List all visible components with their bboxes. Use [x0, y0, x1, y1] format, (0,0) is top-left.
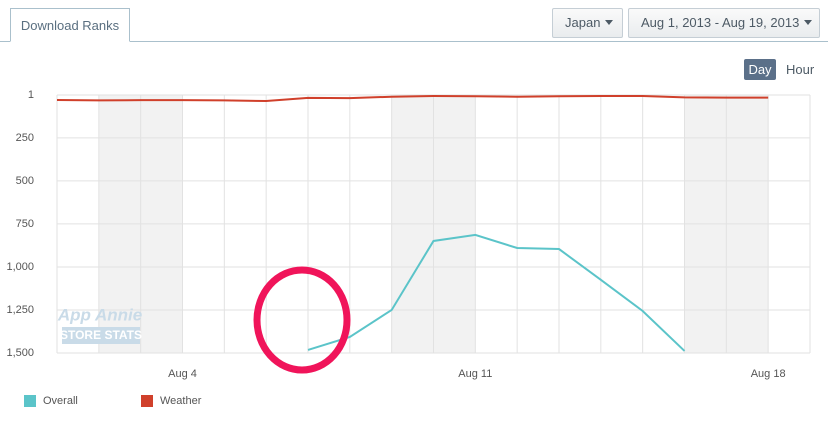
series-line	[56, 95, 769, 103]
legend-swatch	[141, 395, 153, 407]
date-select[interactable]: Aug 1, 2013 - Aug 19, 2013	[628, 8, 820, 38]
grid	[56, 94, 811, 354]
date-range: Aug 1, 2013 - Aug 19, 2013	[641, 15, 800, 30]
watermark: App Annie	[57, 305, 142, 324]
legend-label: Overall	[43, 395, 78, 407]
tab[interactable]: Download Ranks	[10, 8, 130, 42]
y-tick-label: 1,000	[6, 261, 34, 273]
legend-swatch	[24, 395, 36, 407]
hour-button[interactable]: Hour	[786, 62, 815, 77]
y-tick-label: 1,250	[6, 304, 34, 316]
country: Japan	[565, 15, 601, 30]
y-tick-label: 750	[16, 218, 34, 230]
y-tick-label: 1,500	[6, 347, 34, 359]
watermark-box	[62, 327, 140, 344]
y-tick-label: 500	[16, 175, 34, 187]
legend-label: Weather	[160, 395, 202, 407]
tab-line	[0, 41, 828, 42]
x-tick-label: Aug 4	[168, 368, 197, 380]
series-line	[307, 233, 686, 352]
day-button[interactable]: Day	[744, 59, 776, 80]
x-tick-label: Aug 11	[458, 368, 492, 380]
watermark: STORE STATS	[60, 328, 142, 342]
plot	[56, 95, 769, 352]
y-tick-label: 1	[28, 89, 34, 101]
country-select[interactable]: Japan	[552, 8, 623, 38]
y-tick-label: 250	[16, 132, 34, 144]
x-tick-label: Aug 18	[751, 368, 786, 380]
highlight-circle	[253, 266, 351, 374]
